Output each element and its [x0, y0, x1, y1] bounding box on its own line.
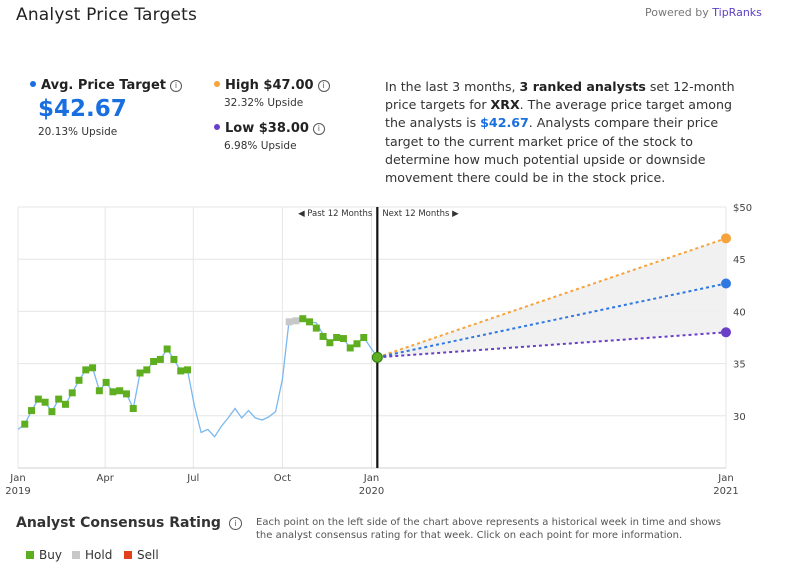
powered-by-prefix: Powered by [645, 6, 709, 19]
consensus-marker-buy [102, 378, 110, 386]
legend-buy: Buy [26, 548, 62, 562]
consensus-marker-buy [163, 345, 171, 353]
consensus-marker-buy [312, 324, 320, 332]
price-target-chart[interactable]: $50 45 40 35 30 Jan 2019 Apr Jul Oct Jan 2020 Jan 202… [0, 200, 785, 500]
consensus-marker-hold [285, 318, 293, 326]
y-tick-label: 35 [733, 360, 746, 371]
y-tick-label: 30 [733, 412, 746, 423]
consensus-title-text: Analyst Consensus Rating [16, 515, 221, 531]
legend-sell: Sell [124, 548, 159, 562]
consensus-marker-buy [136, 369, 144, 377]
low_target-endpoint [721, 327, 731, 338]
avg-price-target-label: Avg. Price Target i [30, 78, 182, 93]
consensus-marker-buy [21, 420, 29, 428]
info-icon[interactable]: i [317, 80, 330, 92]
past-12-months-label: ◀ Past 12 Months [298, 209, 373, 219]
consensus-marker-buy [150, 358, 158, 366]
hold-swatch-icon [72, 551, 80, 559]
consensus-marker-buy [156, 355, 164, 363]
powered-by-link[interactable]: Powered by TipRanks [645, 6, 762, 19]
page-title: Analyst Price Targets [16, 5, 198, 25]
avg_target-endpoint [721, 278, 731, 289]
consensus-marker-buy [116, 387, 124, 395]
low-price-target-label: Low $38.00 i [214, 121, 325, 136]
consensus-marker-buy [55, 395, 63, 403]
info-icon[interactable]: i [312, 123, 325, 135]
low_target-line [377, 331, 727, 359]
y-tick-label: 40 [733, 307, 746, 318]
consensus-marker-buy [41, 398, 49, 406]
x-tick-year: 2020 [359, 486, 384, 497]
x-tick-label: Jan [717, 473, 733, 484]
x-tick-label: Jan [9, 473, 25, 484]
consensus-title: Analyst Consensus Rating i [16, 515, 242, 531]
consensus-marker-buy [306, 318, 314, 326]
low-upside: 6.98% Upside [224, 140, 297, 152]
consensus-marker-buy [326, 339, 334, 347]
consensus-note: Each point on the left side of the chart… [256, 517, 721, 541]
sell-swatch-icon [124, 551, 132, 559]
low-dot-icon [214, 124, 220, 130]
high_target-line [377, 237, 727, 359]
current-price-marker [371, 351, 383, 363]
consensus-marker-buy [129, 404, 137, 412]
x-tick-year: 2019 [5, 486, 30, 497]
x-tick-label: Oct [274, 473, 291, 484]
avg-label-text: Avg. Price Target [41, 78, 166, 93]
avg-price-target-value: $42.67 [38, 96, 127, 122]
consensus-marker-buy [339, 335, 347, 343]
consensus-marker-buy [75, 376, 83, 384]
info-icon[interactable]: i [170, 80, 182, 92]
consensus-marker-buy [319, 332, 327, 340]
legend-hold: Hold [72, 548, 112, 562]
consensus-marker-buy [82, 366, 90, 374]
x-tick-year: 2021 [713, 486, 738, 497]
consensus-marker-buy [68, 389, 76, 397]
analyst-description: In the last 3 months, 3 ranked analysts … [385, 79, 735, 186]
high_target-endpoint [721, 233, 731, 244]
high-price-target-label: High $47.00 i [214, 78, 330, 93]
x-tick-label: Jan [363, 473, 379, 484]
consensus-marker-buy [177, 367, 185, 375]
consensus-marker-buy [353, 340, 361, 348]
consensus-marker-buy [299, 315, 307, 323]
consensus-marker-buy [28, 407, 36, 415]
x-tick-label: Jul [186, 473, 199, 484]
consensus-marker-buy [346, 344, 354, 352]
avg-upside: 20.13% Upside [38, 126, 118, 138]
consensus-marker-buy [143, 366, 151, 374]
consensus-marker-buy [95, 387, 103, 395]
next-12-months-label: Next 12 Months ▶ [382, 209, 459, 219]
y-tick-label: 45 [733, 255, 746, 266]
high-label-text: High $47.00 [225, 78, 314, 93]
high-dot-icon [214, 81, 220, 87]
info-icon[interactable]: i [228, 517, 242, 530]
consensus-marker-buy [170, 355, 178, 363]
avg_target-line [377, 282, 727, 359]
consensus-marker-buy [333, 334, 341, 341]
consensus-marker-buy [360, 334, 368, 341]
x-tick-label: Apr [97, 473, 115, 484]
consensus-marker-buy [34, 395, 42, 403]
consensus-marker-buy [109, 388, 117, 396]
consensus-marker-buy [89, 364, 97, 372]
buy-swatch-icon [26, 551, 34, 559]
y-tick-label: $50 [733, 203, 752, 214]
consensus-marker-buy [48, 408, 56, 416]
tipranks-brand[interactable]: TipRanks [712, 6, 762, 19]
high-upside: 32.32% Upside [224, 97, 304, 109]
consensus-marker-hold [292, 317, 300, 325]
consensus-marker-buy [183, 366, 191, 374]
consensus-marker-buy [61, 400, 69, 408]
consensus-marker-buy [122, 390, 130, 398]
low-label-text: Low $38.00 [225, 121, 309, 136]
avg-dot-icon [30, 81, 36, 87]
